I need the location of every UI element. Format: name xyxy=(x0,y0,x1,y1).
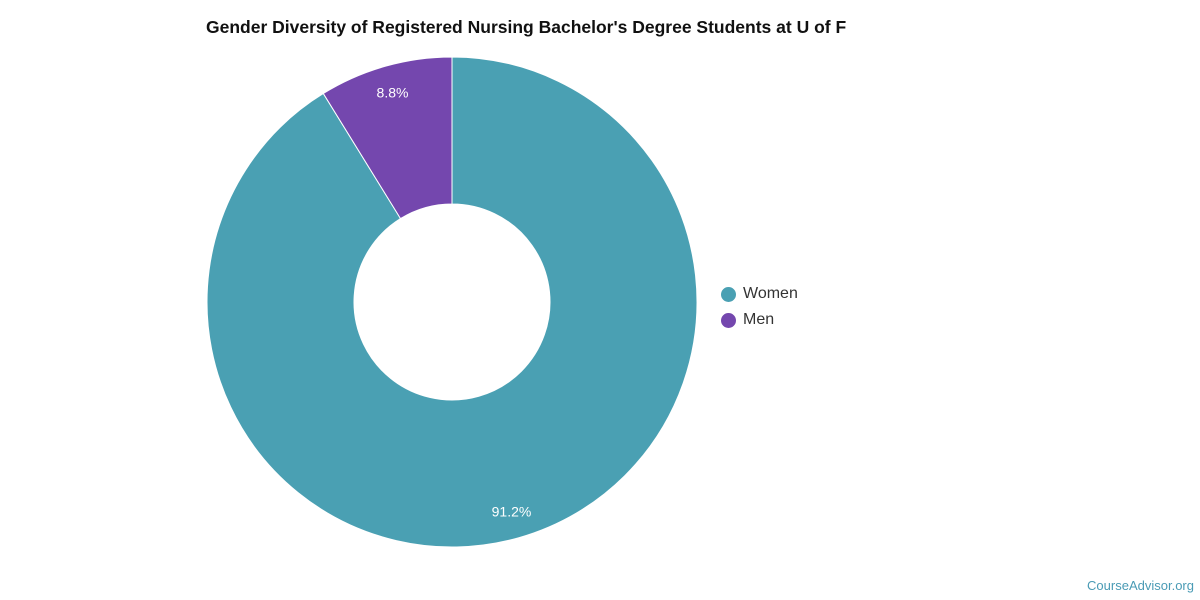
watermark[interactable]: CourseAdvisor.org xyxy=(1087,578,1194,593)
chart-title: Gender Diversity of Registered Nursing B… xyxy=(206,17,847,37)
legend-swatch-men xyxy=(721,312,736,328)
legend-item-men[interactable]: Men xyxy=(721,307,798,333)
legend-swatch-women xyxy=(721,286,736,302)
slice-men[interactable] xyxy=(322,56,453,220)
legend: Women Men xyxy=(721,281,798,333)
data-label-women: 91.2% xyxy=(492,504,532,520)
legend-label-women: Women xyxy=(743,285,798,302)
legend-item-women[interactable]: Women xyxy=(721,281,798,307)
data-label-men: 8.8% xyxy=(377,84,409,100)
slice-women[interactable] xyxy=(206,56,698,548)
legend-label-men: Men xyxy=(743,311,775,328)
